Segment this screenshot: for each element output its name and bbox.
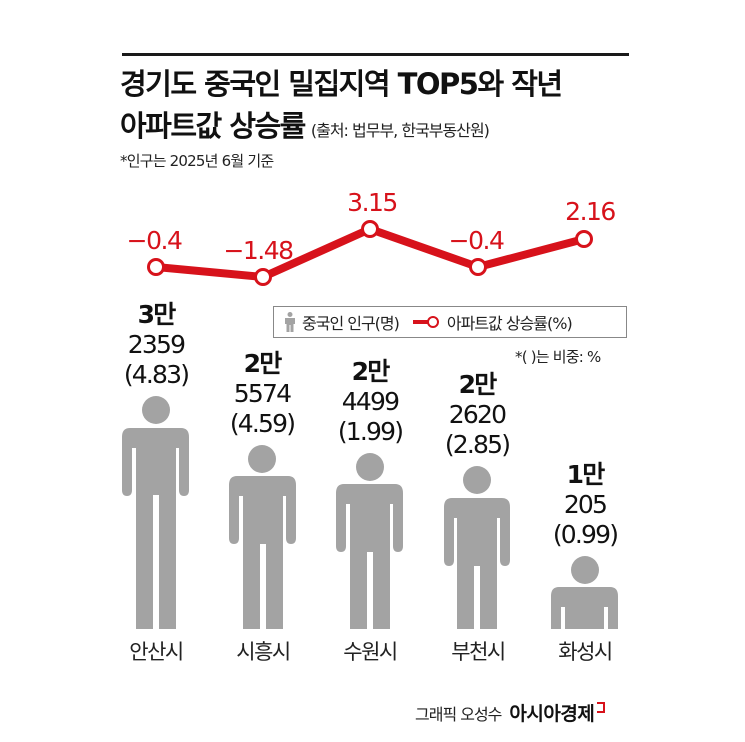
rate-point-icon	[147, 258, 165, 276]
population-date-note: *인구는 2025년 6월 기준	[120, 152, 274, 170]
population-label: 2만 5574 (4.59)	[229, 349, 296, 438]
city-label: 안산시	[129, 640, 184, 664]
population-label: 2만 4499 (1.99)	[337, 357, 404, 446]
brand-logo: 아시아경제	[509, 703, 595, 725]
population-label: 3만 2359 (4.83)	[123, 300, 190, 389]
city-label: 화성시	[558, 640, 613, 664]
page-title: 경기도 중국인 밀집지역 TOP5와 작년	[120, 67, 563, 101]
person-icon	[285, 312, 295, 332]
rate-label: −0.4	[126, 226, 183, 255]
city-label: 시흥시	[236, 640, 291, 664]
rate-label: 2.16	[565, 197, 616, 226]
line-marker-icon	[412, 316, 439, 328]
person-icon	[444, 466, 510, 629]
rate-label: −1.48	[223, 236, 294, 265]
person-icon	[122, 396, 189, 629]
title-line2-text: 아파트값 상승률	[120, 109, 306, 143]
city-label: 수원시	[343, 640, 398, 664]
city-label: 부천시	[451, 640, 506, 664]
source-note: (출처: 법무부, 한국부동산원)	[310, 121, 490, 140]
credit: 그래픽 오성수 아시아경제	[415, 699, 606, 726]
population-label: 2만 2620 (2.85)	[444, 370, 511, 459]
rate-point-icon	[254, 268, 272, 286]
person-icon	[336, 453, 403, 629]
rate-label: 3.15	[347, 188, 398, 217]
legend: 중국인 인구(명) 아파트값 상승률(%)	[273, 306, 627, 338]
rate-label: −0.4	[448, 226, 505, 255]
legend-item-rate: 아파트값 상승률(%)	[412, 310, 573, 334]
brand-mark-icon	[597, 702, 606, 713]
top-rule	[122, 53, 629, 56]
share-note: *( )는 비중: %	[515, 348, 601, 366]
rate-point-icon	[575, 230, 593, 248]
graphic-credit: 그래픽 오성수	[415, 704, 502, 724]
person-icon	[551, 556, 618, 629]
rate-point-icon	[469, 258, 487, 276]
legend-population-label: 중국인 인구(명)	[302, 314, 400, 333]
legend-item-population: 중국인 인구(명)	[284, 310, 400, 334]
page-title-line2: 아파트값 상승률 (출처: 법무부, 한국부동산원)	[120, 106, 490, 151]
person-icon	[229, 445, 296, 629]
legend-rate-label: 아파트값 상승률(%)	[446, 314, 573, 333]
population-label: 1만 205 (0.99)	[552, 460, 619, 549]
rate-point-icon	[361, 220, 379, 238]
